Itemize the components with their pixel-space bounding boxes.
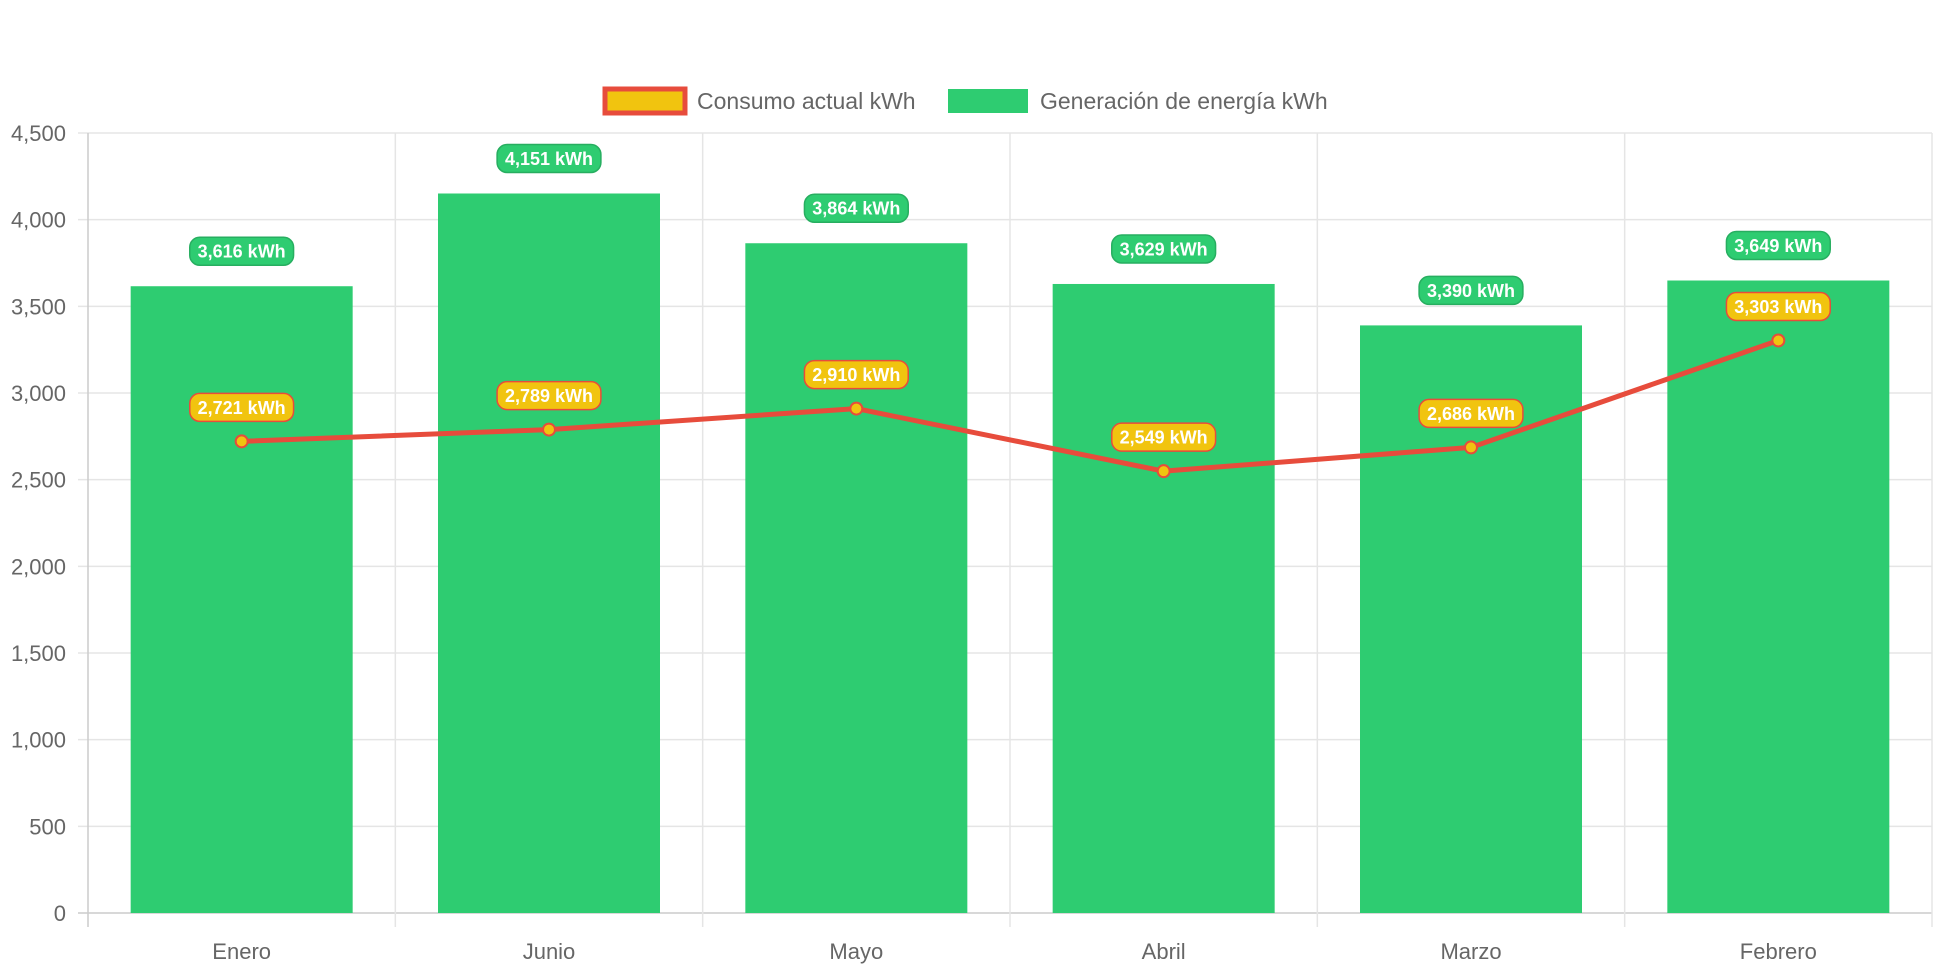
bar-data-label: 3,864 kWh	[803, 193, 909, 223]
x-tick-label: Marzo	[1440, 939, 1501, 964]
line-point[interactable]	[849, 401, 864, 416]
bar-data-label-text: 3,629 kWh	[1120, 239, 1208, 259]
y-tick-label: 500	[29, 814, 66, 839]
bar[interactable]	[1052, 283, 1275, 913]
line-point[interactable]	[234, 434, 249, 449]
legend-swatch	[948, 89, 1028, 113]
y-tick-label: 4,000	[11, 208, 66, 233]
bar[interactable]	[745, 243, 968, 914]
line-data-label-text: 2,686 kWh	[1427, 404, 1515, 424]
bar-data-label: 3,390 kWh	[1418, 275, 1524, 306]
bar-data-label-box	[1725, 230, 1831, 261]
line-data-label-text: 2,789 kWh	[505, 386, 593, 406]
line-data-label-box	[1111, 422, 1217, 452]
bar-data-label-box	[1111, 234, 1217, 264]
line-data-label: 2,549 kWh	[1111, 422, 1217, 452]
line-data-label: 2,686 kWh	[1418, 398, 1524, 429]
y-tick-label: 1,000	[11, 728, 66, 753]
bar-data-label-text: 4,151 kWh	[505, 149, 593, 169]
bar[interactable]	[130, 286, 353, 913]
line-data-label: 2,721 kWh	[189, 392, 295, 423]
bar-data-label-text: 3,390 kWh	[1427, 281, 1515, 301]
bar-data-label-box	[496, 143, 602, 174]
line-data-label: 3,303 kWh	[1725, 291, 1831, 322]
bar[interactable]	[438, 193, 660, 913]
legend-label: Generación de energía kWh	[1040, 88, 1328, 114]
y-tick-label: 2,000	[11, 554, 66, 579]
x-tick-label: Febrero	[1740, 939, 1817, 964]
line-data-label-box	[1725, 291, 1831, 322]
legend[interactable]: Consumo actual kWh Generación de energía …	[602, 86, 1328, 116]
line-data-label-text: 2,910 kWh	[812, 365, 900, 385]
line-data-label-box	[189, 392, 295, 423]
bar-data-label: 3,616 kWh	[189, 236, 295, 266]
y-tick-label: 4,500	[11, 121, 66, 146]
data-labels: 3,616 kWh 4,151 kWh 3,864 kWh 3,629 kWh 3,39…	[189, 143, 1831, 452]
line-data-label: 2,910 kWh	[803, 359, 909, 390]
y-axis-ticks: 0 500 1,000 1,500 2,000 2,500 3,000 3,500 4,000 4…	[11, 121, 66, 926]
bar-data-label-text: 3,864 kWh	[812, 199, 900, 219]
line-data-label-text: 2,549 kWh	[1120, 428, 1208, 448]
y-tick-label: 1,500	[11, 641, 66, 666]
x-axis-ticks: Enero Junio Mayo Abril Marzo Febrero	[212, 939, 1817, 964]
bar-data-label-text: 3,616 kWh	[198, 242, 286, 262]
bar-data-label-text: 3,649 kWh	[1734, 236, 1822, 256]
y-tick-label: 2,500	[11, 468, 66, 493]
line-series	[234, 333, 1786, 479]
x-tick-label: Abril	[1142, 939, 1186, 964]
legend-item-generacion[interactable]: Generación de energía kWh	[948, 88, 1328, 114]
bar[interactable]	[1667, 280, 1890, 913]
x-tick-label: Enero	[212, 939, 271, 964]
x-tick-label: Junio	[523, 939, 576, 964]
line-point[interactable]	[1771, 333, 1786, 348]
grid-lines	[78, 132, 1933, 927]
line-point[interactable]	[1464, 440, 1478, 455]
line-data-label-box	[496, 380, 602, 411]
y-tick-label: 3,000	[11, 381, 66, 406]
bar-data-label: 4,151 kWh	[496, 143, 602, 174]
line-path	[241, 338, 1780, 474]
legend-label: Consumo actual kWh	[697, 88, 916, 114]
bar-data-label: 3,629 kWh	[1111, 234, 1217, 264]
legend-swatch	[602, 86, 688, 116]
bar-data-label-box	[1418, 275, 1524, 306]
legend-item-consumo[interactable]: Consumo actual kWh	[602, 86, 916, 116]
line-data-label-box	[803, 359, 909, 390]
bar-data-label-box	[803, 193, 909, 223]
line-data-label: 2,789 kWh	[496, 380, 602, 411]
y-tick-label: 3,500	[11, 294, 66, 319]
y-tick-label: 0	[54, 901, 66, 926]
line-data-label-text: 3,303 kWh	[1734, 297, 1822, 317]
line-data-label-text: 2,721 kWh	[198, 398, 286, 418]
line-point[interactable]	[1156, 464, 1171, 479]
line-data-label-box	[1418, 398, 1524, 429]
x-tick-label: Mayo	[829, 939, 883, 964]
bar-data-label: 3,649 kWh	[1725, 230, 1831, 261]
bar-data-label-box	[189, 236, 295, 266]
line-point[interactable]	[542, 422, 556, 437]
